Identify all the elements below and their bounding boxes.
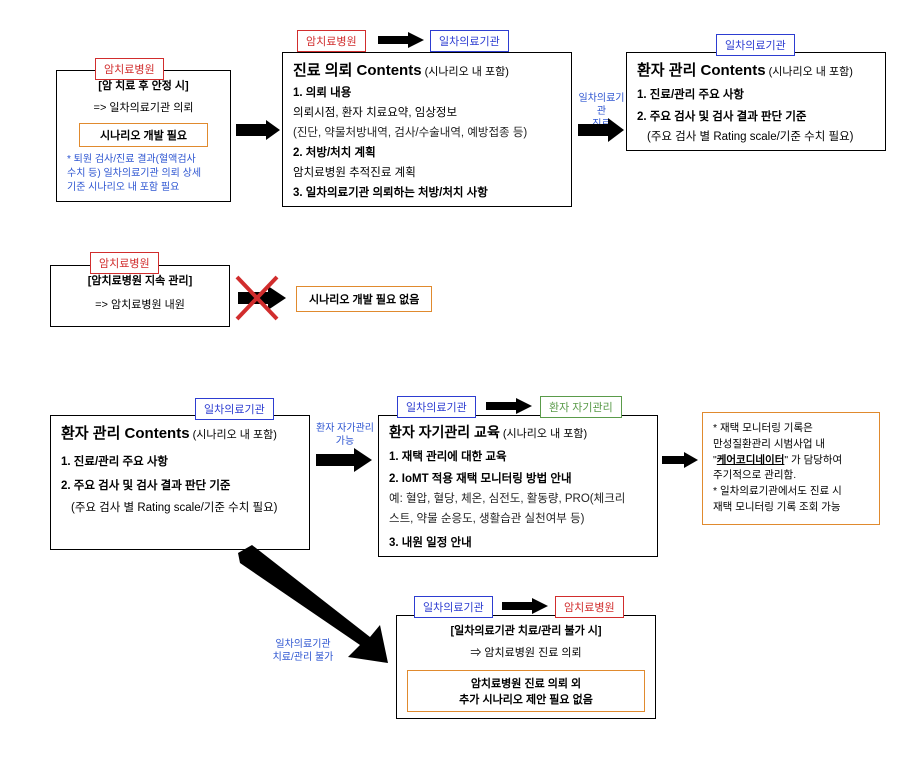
small-arrow-2: [480, 396, 535, 416]
tag-self-mgmt: 환자 자기관리: [540, 396, 622, 418]
box-patient-mgmt-lower: 환자 관리 Contents (시나리오 내 포함) 1. 진료/관리 주요 사…: [50, 415, 310, 550]
small-arrow-1: [372, 30, 427, 50]
tag-primary-2: 일차의료기관: [716, 34, 795, 56]
paren: (시나리오 내 포함): [425, 66, 509, 78]
info-l2: 만성질환관리 시범사업 내: [713, 437, 869, 453]
info-l6: 재택 모니터링 기록 조회 가능: [713, 500, 869, 516]
title-row: 환자 관리 Contents (시나리오 내 포함): [637, 59, 875, 80]
arrow-1: [232, 110, 282, 150]
title: 환자 관리 Contents: [637, 62, 766, 79]
item-3: 3. 내원 일정 안내: [389, 534, 647, 550]
arrow-2: [574, 110, 624, 150]
box-continuous-mgmt: [암치료병원 지속 관리] => 암치료병원 내원: [50, 265, 230, 327]
tag-cancer-hospital-1: 암치료병원: [95, 58, 164, 80]
arrow-crossed: [232, 272, 292, 324]
small-arrow-3: [660, 450, 700, 470]
arrow-3: [312, 440, 375, 480]
item-3: 3. 일차의료기관 의뢰하는 처방/처치 사항: [293, 184, 561, 200]
arrow-diag: [230, 545, 390, 665]
small-arrow-4: [496, 596, 551, 616]
item-2a: 예: 혈압, 혈당, 체온, 심전도, 활동량, PRO(체크리: [389, 490, 647, 506]
box-referral-contents: 진료 의뢰 Contents (시나리오 내 포함) 1. 의뢰 내용 의뢰시점…: [282, 52, 572, 207]
title: 환자 관리 Contents: [61, 425, 190, 442]
box-self-mgmt-edu: 환자 자기관리 교육 (시나리오 내 포함) 1. 재택 관리에 대한 교육 2…: [378, 415, 658, 557]
title-row: 진료 의뢰 Contents (시나리오 내 포함): [293, 59, 561, 80]
title-row: 환자 자기관리 교육 (시나리오 내 포함): [389, 422, 647, 442]
tag-primary-4: 일차의료기관: [397, 396, 476, 418]
item-2: 2. 주요 검사 및 검사 결과 판단 기준: [637, 108, 875, 124]
blue-note-3: 기준 시나리오 내 포함 필요: [67, 181, 220, 195]
subline: => 일차의료기관 의뢰: [67, 99, 220, 115]
box-unable-to-treat: [일차의료기관 치료/관리 불가 시] ⇒ 암치료병원 진료 의뢰 암치료병원 …: [396, 615, 656, 719]
tag-primary-5: 일차의료기관: [414, 596, 493, 618]
paren: (시나리오 내 포함): [193, 429, 277, 441]
item-1: 1. 진료/관리 주요 사항: [637, 86, 875, 102]
item-2: 2. IoMT 적용 재택 모니터링 방법 안내: [389, 470, 647, 486]
no-scenario-needed-badge: 시나리오 개발 필요 없음: [296, 286, 432, 312]
item-2: 2. 주요 검사 및 검사 결과 판단 기준: [61, 477, 299, 493]
item-2: 2. 처방/처치 계획: [293, 144, 561, 160]
tag-cancer-hospital-2: 암치료병원: [297, 30, 366, 52]
tag-primary-1: 일차의료기관: [430, 30, 509, 52]
item-1: 1. 진료/관리 주요 사항: [61, 453, 299, 469]
tag-cancer-hospital-3: 암치료병원: [90, 252, 159, 274]
paren: (시나리오 내 포함): [503, 428, 587, 440]
info-l4: 주기적으로 관리함.: [713, 468, 869, 484]
info-care-coordinator: * 재택 모니터링 기록은 만성질환관리 시범사업 내 "케어코디네이터" 가 …: [702, 412, 880, 525]
heading: [암치료병원 지속 관리]: [61, 272, 219, 288]
paren: (시나리오 내 포함): [769, 66, 853, 78]
item-1: 1. 의뢰 내용: [293, 84, 561, 100]
tag-primary-3: 일차의료기관: [195, 398, 274, 420]
title: 환자 자기관리 교육: [389, 424, 500, 440]
item-2a: 암치료병원 추적진료 계획: [293, 164, 561, 180]
title-row: 환자 관리 Contents (시나리오 내 포함): [61, 422, 299, 443]
blue-note-1: * 퇴원 검사/진료 결과(혈액검사: [67, 153, 220, 167]
item-2a: (주요 검사 별 Rating scale/기준 수치 필요): [647, 128, 875, 144]
item-2b: 스트, 약물 순응도, 생활습관 실천여부 등): [389, 510, 647, 526]
info-l5: * 일차의료기관에서도 진료 시: [713, 484, 869, 500]
box-stable-after-treatment: [암 치료 후 안정 시] => 일차의료기관 의뢰 시나리오 개발 필요 * …: [56, 70, 231, 202]
tag-cancer-hospital-4: 암치료병원: [555, 596, 624, 618]
item-1: 1. 재택 관리에 대한 교육: [389, 448, 647, 464]
scenario-needed-badge: 시나리오 개발 필요: [79, 123, 208, 147]
item-2a: (주요 검사 별 Rating scale/기준 수치 필요): [71, 499, 299, 515]
sub: ⇒ 암치료병원 진료 의뢰: [407, 644, 645, 660]
info-l1: * 재택 모니터링 기록은: [713, 421, 869, 437]
item-1a: 의뢰시점, 환자 치료요약, 임상정보: [293, 104, 561, 120]
item-1b: (진단, 약물처방내역, 검사/수술내역, 예방접종 등): [293, 124, 561, 140]
heading: [일차의료기관 치료/관리 불가 시]: [407, 622, 645, 638]
sub: => 암치료병원 내원: [61, 296, 219, 312]
no-need-badge: 암치료병원 진료 의뢰 외 추가 시나리오 제안 필요 없음: [407, 670, 645, 712]
title: 진료 의뢰 Contents: [293, 62, 422, 79]
blue-note-2: 수치 등) 일차의료기관 의뢰 상세: [67, 167, 220, 181]
info-l3: "케어코디네이터" 가 담당하여: [713, 453, 869, 469]
box-patient-mgmt-top: 환자 관리 Contents (시나리오 내 포함) 1. 진료/관리 주요 사…: [626, 52, 886, 151]
